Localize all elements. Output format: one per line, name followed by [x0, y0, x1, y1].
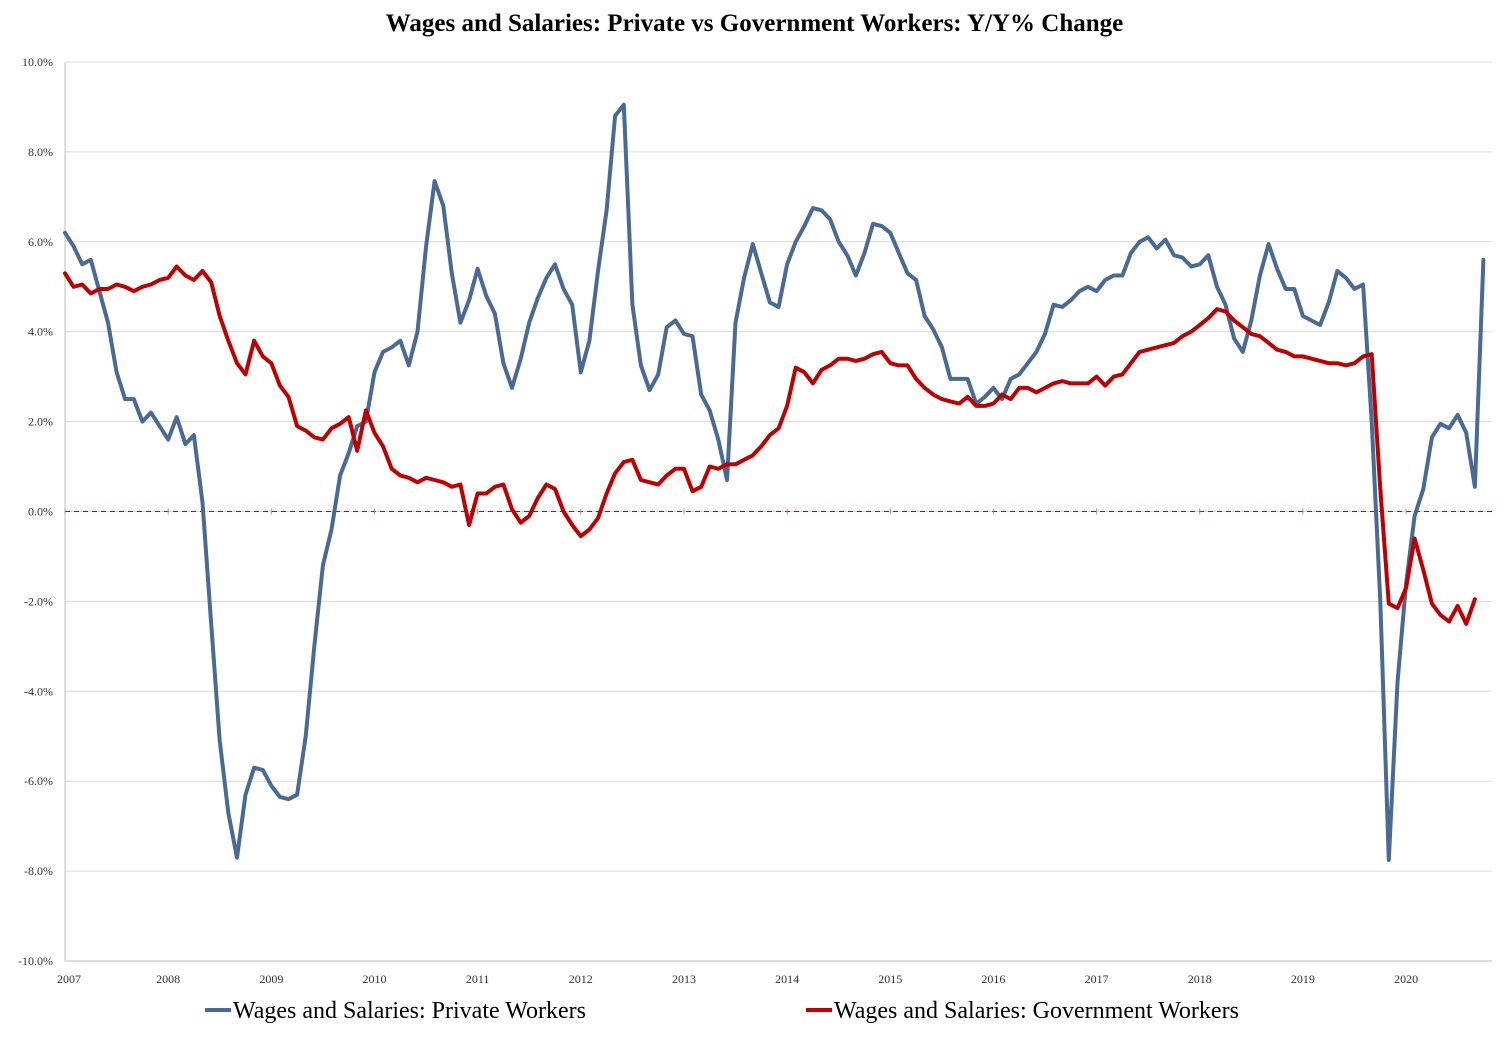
series-lines: [63, 102, 1486, 862]
x-tick-label: 2015: [878, 972, 902, 986]
y-tick-label: -10.0%: [18, 954, 53, 968]
y-tick-label: -6.0%: [24, 774, 53, 788]
x-tick-label: 2017: [1085, 972, 1109, 986]
x-tick-label: 2014: [775, 972, 799, 986]
y-tick-label: -8.0%: [24, 864, 53, 878]
x-tick-label: 2016: [981, 972, 1005, 986]
y-tick-label: 4.0%: [28, 325, 53, 339]
x-tick-label: 2010: [362, 972, 386, 986]
x-tick-label: 2012: [569, 972, 593, 986]
legend: Wages and Salaries: Private Workers Wages…: [205, 998, 1239, 1024]
y-tick-label: 0.0%: [28, 505, 53, 519]
y-tick-label: 8.0%: [28, 145, 53, 159]
x-tick-label: 2007: [57, 972, 81, 986]
x-tick-label: 2011: [466, 972, 490, 986]
x-tick-label: 2019: [1291, 972, 1315, 986]
legend-label-private: Wages and Salaries: Private Workers: [233, 998, 586, 1024]
gridlines: [65, 61, 1492, 962]
chart-title: Wages and Salaries: Private vs Governmen…: [385, 10, 1124, 37]
x-tick-label: 2013: [672, 972, 696, 986]
series-line-private-workers: [63, 102, 1486, 862]
series-line-government-workers: [63, 264, 1477, 626]
y-tick-label: 6.0%: [28, 235, 53, 249]
x-tick-label: 2020: [1394, 972, 1418, 986]
x-tick-label: 2008: [156, 972, 180, 986]
y-tick-label: -2.0%: [24, 594, 53, 608]
x-tick-label: 2009: [259, 972, 283, 986]
legend-label-government: Wages and Salaries: Government Workers: [834, 998, 1239, 1024]
axes: -10.0% -8.0% -6.0% -4.0% -2.0% 0.0% 2.0% 4.0% 6.…: [18, 55, 1492, 986]
y-tick-label: 10.0%: [22, 55, 53, 69]
y-tick-label: -4.0%: [24, 684, 53, 698]
y-tick-label: 2.0%: [28, 415, 53, 429]
x-tick-label: 2018: [1188, 972, 1212, 986]
